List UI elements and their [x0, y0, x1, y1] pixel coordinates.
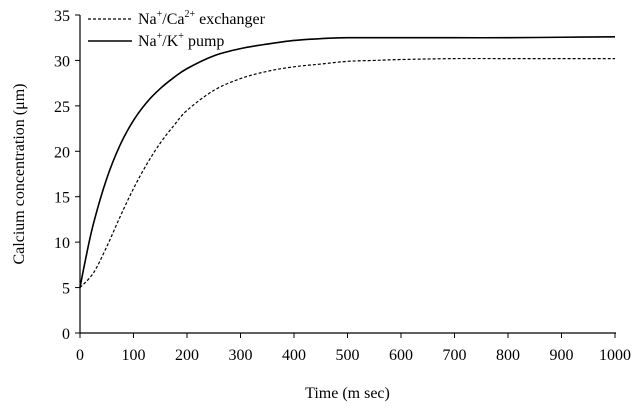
legend-item-pump: Na+/K+ pump — [88, 31, 224, 50]
legend: Na+/Ca2+ exchanger Na+/K+ pump — [88, 9, 266, 50]
series-layer — [79, 36, 616, 288]
legend-item-exchanger: Na+/Ca2+ exchanger — [88, 9, 266, 28]
y-tick-label: 15 — [54, 190, 70, 207]
x-tick-label: 600 — [389, 347, 413, 364]
x-tick-label: 1000 — [599, 347, 631, 364]
legend-label-exchanger: Na+/Ca2+ exchanger — [138, 9, 266, 28]
y-tick-label: 10 — [54, 235, 70, 252]
x-tick-label: 300 — [229, 347, 253, 364]
series-line-exchanger — [79, 57, 615, 288]
x-tick-label: 900 — [550, 347, 574, 364]
x-tick-label: 100 — [122, 347, 146, 364]
x-tick-label: 400 — [282, 347, 306, 364]
series-line-pump — [79, 36, 616, 288]
y-axis-ticks: 0 5 10 15 20 25 30 35 — [54, 8, 80, 343]
y-tick-label: 25 — [54, 99, 70, 116]
x-tick-label: 800 — [496, 347, 520, 364]
x-axis-ticks: 0 100 200 300 400 500 600 700 800 900 1000 — [76, 333, 631, 364]
y-tick-label: 35 — [54, 8, 70, 25]
x-axis-title: Time (m sec) — [305, 385, 390, 402]
y-tick-label: 0 — [62, 326, 70, 343]
y-tick-label: 30 — [54, 53, 70, 70]
y-tick-label: 20 — [54, 144, 70, 161]
y-axis-title: Calcium concentration (μm) — [11, 84, 28, 265]
x-tick-label: 0 — [76, 347, 84, 364]
y-tick-label: 5 — [62, 281, 70, 298]
x-tick-label: 700 — [443, 347, 467, 364]
x-tick-label: 200 — [175, 347, 199, 364]
x-tick-label: 500 — [336, 347, 360, 364]
legend-label-pump: Na+/K+ pump — [138, 31, 224, 50]
